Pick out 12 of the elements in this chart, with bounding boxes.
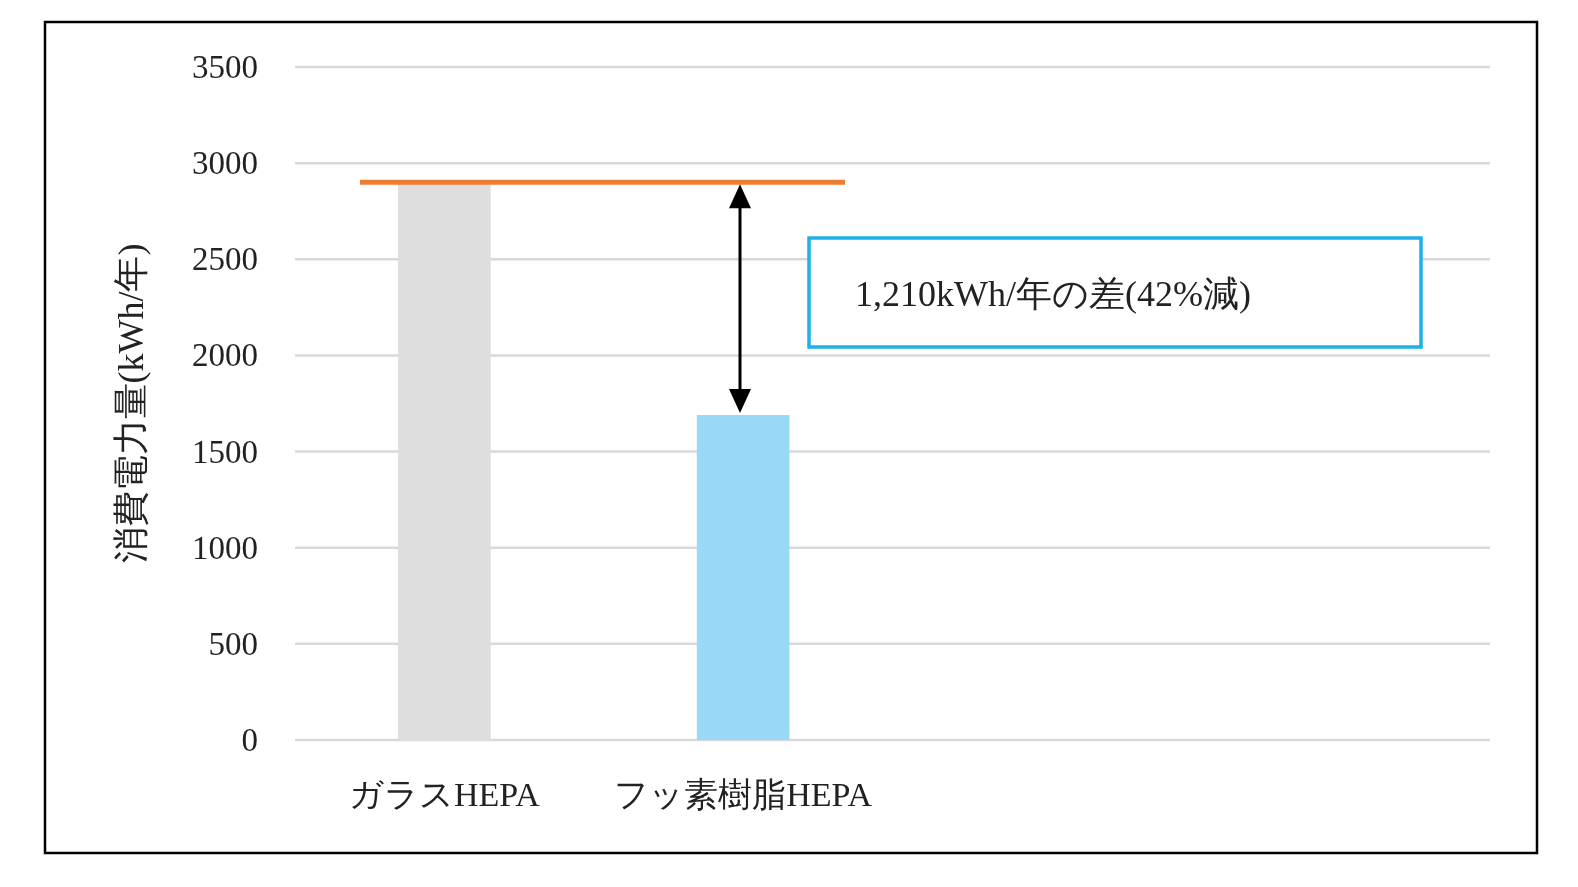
annotation: 1,210kWh/年の差(42%減) xyxy=(855,274,1251,314)
y-tick-label: 2000 xyxy=(192,337,258,374)
y-tick-label: 1500 xyxy=(192,433,258,470)
x-tick-label: ガラスHEPA xyxy=(349,776,541,813)
y-tick-label: 500 xyxy=(208,625,258,662)
y-tick-label: 2500 xyxy=(192,241,258,278)
y-tick-label: 1000 xyxy=(192,529,258,566)
y-tick-label: 3500 xyxy=(192,49,258,85)
x-tick-label: フッ素樹脂HEPA xyxy=(614,776,873,813)
y-tick-label: 0 xyxy=(241,722,258,758)
y-tick-label: 3000 xyxy=(192,145,258,182)
y-axis-title: 消費電力量(kWh/年) xyxy=(111,243,151,564)
